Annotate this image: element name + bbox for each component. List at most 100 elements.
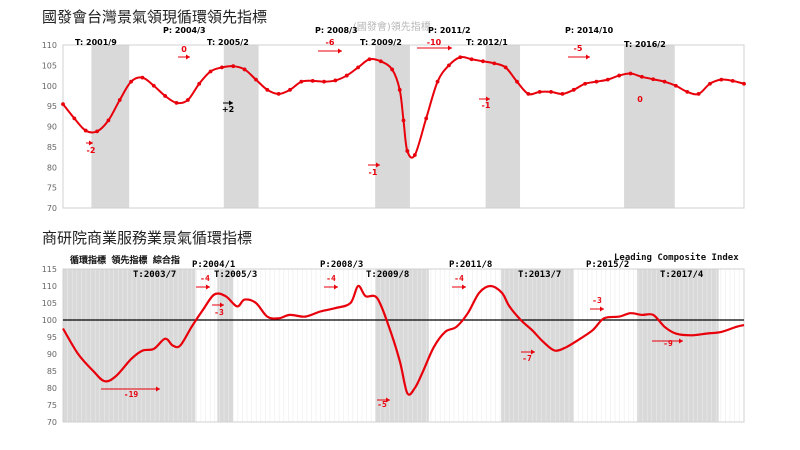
turning-point-annotation: P:2008/3 [320, 260, 363, 270]
y-tick-label: 95 [47, 333, 57, 342]
data-point [106, 118, 111, 123]
y-tick-label: 75 [47, 184, 57, 193]
data-point [424, 116, 429, 121]
data-point [208, 69, 213, 74]
y-tick-label: 105 [42, 299, 57, 308]
contraction-shade [624, 45, 675, 208]
arrow-head [334, 284, 338, 290]
turning-point-annotation: P: 2004/3 [163, 26, 206, 35]
turning-point-annotation: P:2015/2 [586, 260, 629, 270]
data-point [265, 87, 270, 92]
data-point [594, 79, 599, 84]
data-point [469, 57, 474, 62]
turning-point-annotation: -5 [377, 400, 387, 409]
y-tick-label: 75 [47, 401, 57, 410]
data-point [412, 153, 417, 157]
turning-point-annotation: P: 2014/10 [565, 26, 614, 35]
turning-point-annotation: P: 2008/3 [315, 26, 358, 35]
data-point [628, 71, 633, 76]
arrow-head [229, 100, 233, 106]
data-point [617, 73, 622, 78]
data-point [549, 89, 553, 94]
data-point [390, 67, 395, 72]
data-point [356, 65, 360, 70]
contraction-shade [636, 269, 719, 422]
contraction-shade [63, 269, 196, 422]
data-point [435, 79, 440, 84]
turning-point-annotation: T:2003/7 [133, 270, 176, 280]
turning-point-annotation: T: 2001/9 [75, 38, 117, 47]
data-point [174, 100, 179, 105]
y-tick-label: 80 [47, 384, 57, 393]
data-point [163, 94, 168, 98]
turning-point-annotation: -1 [369, 168, 378, 177]
data-point [515, 79, 519, 84]
data-point [310, 78, 315, 83]
turning-point-annotation: -2 [87, 146, 96, 155]
data-point [197, 81, 202, 86]
y-tick-label: 110 [42, 282, 57, 291]
turning-point-annotation: P: 2011/2 [428, 26, 471, 35]
data-point [367, 57, 372, 62]
data-point [117, 98, 122, 102]
data-point [458, 55, 463, 60]
turning-point-annotation: T: 2009/2 [360, 38, 402, 47]
y-tick-label: 90 [47, 123, 57, 132]
y-tick-label: 115 [42, 265, 57, 274]
data-point [674, 83, 678, 88]
data-point [730, 78, 735, 83]
data-point [254, 77, 258, 82]
data-point [288, 87, 292, 92]
data-point [242, 67, 247, 72]
y-tick-label: 110 [42, 41, 57, 50]
data-point [322, 79, 326, 84]
turning-point-annotation: T:2009/8 [366, 270, 409, 280]
plot-frame [62, 44, 745, 209]
turning-point-annotation: -1 [482, 101, 491, 110]
turning-point-annotation: -3 [592, 296, 602, 305]
turning-point-annotation: -4 [326, 274, 336, 283]
arrow-head [156, 386, 160, 392]
turning-point-annotation: -4 [454, 274, 464, 283]
arrow-head [220, 302, 224, 308]
arrow-head [376, 162, 380, 168]
data-point [276, 92, 281, 96]
data-point [742, 81, 746, 86]
data-point [185, 98, 190, 102]
y-tick-label: 80 [47, 163, 57, 172]
y-tick-label: 105 [42, 61, 57, 70]
plot-frame [62, 268, 745, 423]
arrow-head [338, 48, 342, 54]
turning-point-annotation: -7 [522, 354, 532, 363]
arrow-head [89, 140, 93, 146]
data-point [481, 59, 485, 64]
turning-point-annotation: -10 [427, 38, 442, 47]
data-point [220, 65, 224, 70]
chart2-title: 商研院商業服務業景氣循環指標 [42, 229, 253, 247]
turning-point-annotation: -6 [326, 38, 335, 47]
arrow-head [600, 306, 604, 312]
data-point [708, 81, 712, 86]
data-point [129, 79, 134, 84]
data-point [401, 118, 406, 123]
data-point [571, 87, 576, 92]
data-point [662, 79, 667, 84]
contraction-shade [485, 45, 521, 208]
arrow-head [186, 54, 190, 60]
y-tick-label: 70 [47, 204, 57, 213]
turning-point-annotation: T: 2012/1 [466, 38, 508, 47]
contraction-shade [217, 269, 234, 422]
chart1-subtitle: (國發會)領先指標 [353, 22, 431, 33]
data-point [560, 92, 565, 96]
arrow-head [531, 349, 535, 355]
turning-point-annotation: -9 [663, 339, 673, 348]
data-point [685, 89, 690, 94]
y-tick-label: 70 [47, 418, 57, 427]
data-point [537, 89, 542, 94]
arrow-head [679, 338, 683, 344]
data-point [405, 149, 410, 153]
arrow-head [462, 284, 466, 290]
data-point [696, 92, 701, 96]
contraction-shade [223, 45, 259, 208]
